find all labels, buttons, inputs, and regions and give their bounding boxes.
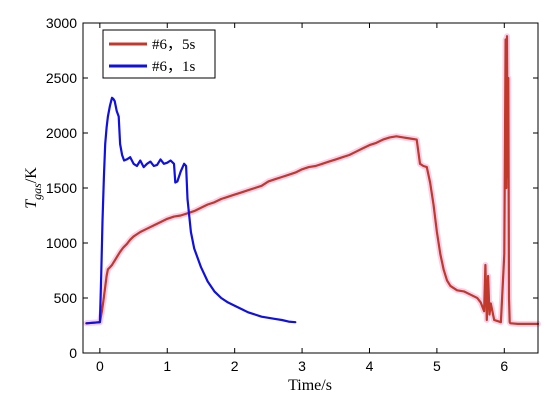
y-axis-label-unit: /K — [23, 167, 40, 183]
series-line-1 — [85, 96, 297, 325]
ticks-layer: 0 1 2 3 4 5 6 0 500 1000 1500 2000 2500 3000 — [46, 15, 538, 374]
x-tick-label: 5 — [433, 358, 441, 374]
legend-box — [102, 29, 216, 79]
x-axis-label: Time/s — [288, 377, 332, 394]
y-axis-label: Tgas/K — [23, 167, 44, 209]
x-tick-label: 1 — [163, 358, 171, 374]
x-tick-label: 0 — [96, 358, 104, 374]
y-tick-label: 2000 — [46, 125, 77, 141]
y-tick-label: 1000 — [46, 235, 77, 251]
legend: #6，5s #6，1s — [102, 29, 216, 79]
y-tick-label: 0 — [69, 345, 77, 361]
x-tick-label: 3 — [298, 358, 306, 374]
series-line-0 — [85, 35, 540, 325]
y-tick-label: 500 — [54, 290, 78, 306]
y-tick-label: 3000 — [46, 15, 77, 31]
y-axis-label-subscript: gas — [30, 183, 44, 200]
y-tick-label: 2500 — [46, 70, 77, 86]
legend-label-1s: #6，1s — [152, 59, 196, 75]
series-layer — [83, 33, 541, 327]
x-tick-label: 2 — [231, 358, 239, 374]
y-axis-label-symbol: T — [23, 199, 40, 209]
y-tick-label: 1500 — [46, 180, 77, 196]
legend-label-5s: #6，5s — [152, 37, 196, 53]
x-tick-label: 4 — [366, 358, 374, 374]
x-tick-label: 6 — [500, 358, 508, 374]
